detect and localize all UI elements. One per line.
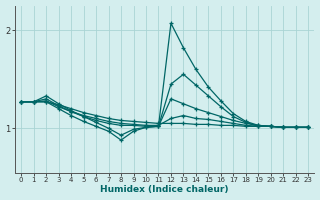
X-axis label: Humidex (Indice chaleur): Humidex (Indice chaleur) — [100, 185, 229, 194]
